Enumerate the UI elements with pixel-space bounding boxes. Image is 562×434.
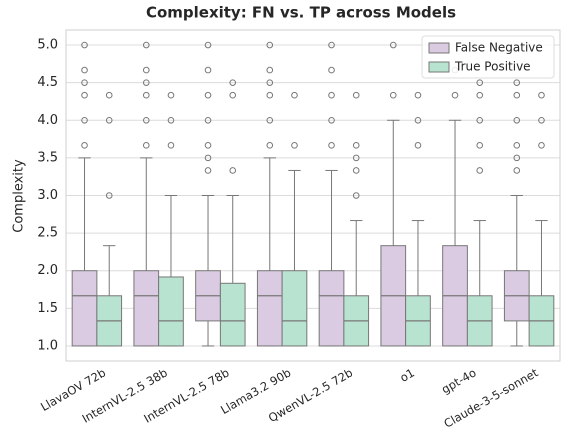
flier bbox=[266, 91, 274, 99]
y-axis-label: Complexity bbox=[12, 159, 27, 233]
y-tick-label: 1.5 bbox=[37, 301, 58, 316]
flier bbox=[142, 142, 150, 149]
plot-frame bbox=[65, 29, 561, 362]
flier bbox=[266, 116, 274, 124]
flier bbox=[204, 116, 212, 124]
y-tick-label: 4.5 bbox=[37, 75, 58, 90]
flier bbox=[352, 167, 360, 174]
flier bbox=[476, 79, 484, 86]
flier bbox=[352, 192, 360, 199]
y-tick-label: 2.5 bbox=[37, 226, 58, 241]
flier bbox=[476, 167, 484, 174]
flier bbox=[328, 142, 335, 149]
box bbox=[281, 270, 308, 347]
chart-title: Complexity: FN vs. TP across Models bbox=[146, 4, 456, 22]
legend-label: False Negative bbox=[455, 41, 543, 55]
box bbox=[256, 270, 283, 347]
flier bbox=[105, 192, 113, 199]
flier bbox=[204, 154, 212, 162]
flier bbox=[81, 116, 88, 124]
flier bbox=[204, 167, 212, 174]
legend-swatch bbox=[428, 42, 450, 54]
flier bbox=[105, 91, 113, 99]
flier bbox=[229, 91, 237, 99]
legend-frame bbox=[421, 35, 555, 79]
flier bbox=[167, 91, 175, 99]
y-tick-label: 3.0 bbox=[37, 188, 58, 203]
flier bbox=[81, 142, 88, 149]
legend-label: True Positive bbox=[454, 60, 531, 74]
flier bbox=[352, 154, 360, 162]
flier bbox=[352, 91, 360, 99]
flier bbox=[266, 79, 274, 86]
flier bbox=[204, 41, 212, 49]
box bbox=[318, 270, 345, 347]
flier bbox=[142, 41, 150, 49]
flier bbox=[81, 91, 88, 99]
x-tick-label: o1 bbox=[397, 366, 416, 385]
flier bbox=[352, 142, 360, 149]
flier bbox=[142, 116, 150, 124]
flier bbox=[266, 142, 274, 149]
y-tick-label: 2.0 bbox=[37, 263, 58, 278]
box bbox=[71, 270, 98, 347]
flier bbox=[167, 116, 175, 124]
flier bbox=[513, 79, 521, 86]
flier bbox=[513, 154, 521, 162]
flier bbox=[81, 41, 88, 49]
flier bbox=[204, 91, 212, 99]
flier bbox=[513, 142, 521, 149]
flier bbox=[513, 116, 521, 124]
flier bbox=[414, 91, 422, 99]
flier bbox=[328, 116, 335, 124]
flier bbox=[291, 91, 298, 99]
flier bbox=[538, 91, 545, 99]
flier bbox=[538, 116, 545, 124]
legend: False Negative True Positive bbox=[421, 35, 555, 79]
flier bbox=[476, 116, 484, 124]
flier bbox=[513, 167, 521, 174]
flier bbox=[414, 116, 422, 124]
flier bbox=[229, 79, 237, 86]
flier bbox=[81, 66, 88, 74]
flier bbox=[105, 116, 113, 124]
box bbox=[133, 270, 160, 347]
y-tick-label: 1.0 bbox=[37, 338, 58, 353]
flier bbox=[291, 142, 298, 149]
y-tick-label: 5.0 bbox=[37, 38, 58, 53]
flier bbox=[328, 91, 335, 99]
flier bbox=[266, 41, 274, 49]
flier bbox=[414, 142, 422, 149]
y-tick-label: 4.0 bbox=[37, 113, 58, 128]
flier bbox=[81, 79, 88, 86]
flier bbox=[167, 142, 175, 149]
x-tick-label: gpt-4o bbox=[439, 366, 479, 397]
box bbox=[158, 276, 184, 347]
flier bbox=[229, 167, 237, 174]
legend-swatch bbox=[428, 61, 450, 73]
flier bbox=[389, 41, 397, 49]
flier bbox=[451, 91, 459, 99]
flier bbox=[142, 91, 150, 99]
flier bbox=[204, 142, 212, 149]
box bbox=[219, 282, 246, 347]
flier bbox=[538, 142, 545, 149]
flier bbox=[142, 79, 150, 86]
flier bbox=[513, 91, 521, 99]
flier bbox=[328, 66, 335, 74]
flier bbox=[266, 66, 274, 74]
flier bbox=[328, 41, 335, 49]
flier bbox=[389, 91, 397, 99]
flier bbox=[204, 66, 212, 74]
flier bbox=[476, 91, 484, 99]
flier bbox=[476, 142, 484, 149]
flier bbox=[142, 66, 150, 74]
y-tick-label: 3.5 bbox=[37, 150, 58, 165]
